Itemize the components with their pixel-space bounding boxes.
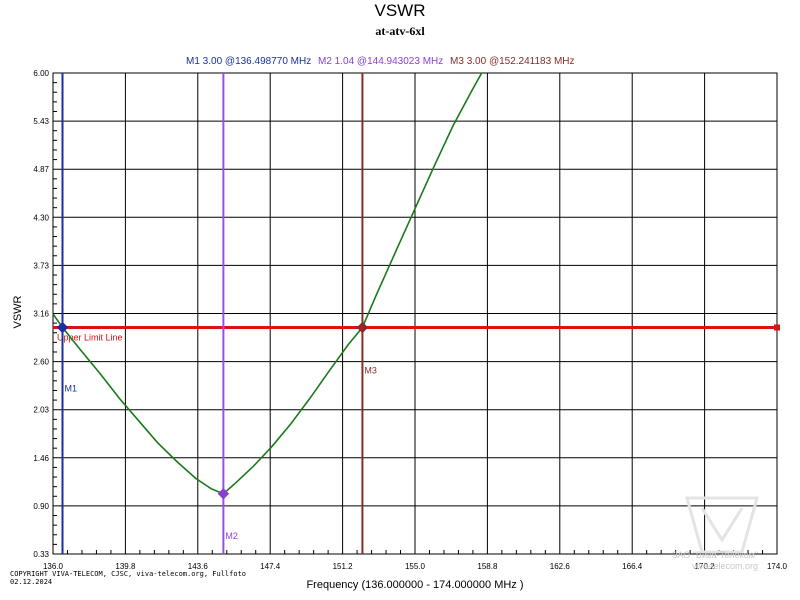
watermark: ЗАО "Вива-Телеком" viva-telecom.org xyxy=(672,550,758,572)
marker-point-m1 xyxy=(56,321,69,334)
x-tick-label: 151.2 xyxy=(333,562,354,571)
marker-point-m3 xyxy=(356,321,369,334)
upper-limit-label: Upper Limit Line xyxy=(57,332,123,342)
watermark-logo-icon xyxy=(685,496,759,554)
y-axis-label: VSWR xyxy=(12,295,24,329)
limit-line-end-marker xyxy=(774,324,780,331)
y-tick-label: 4.87 xyxy=(33,165,49,174)
y-tick-label: 2.03 xyxy=(33,406,49,415)
y-tick-label: 5.43 xyxy=(33,117,49,126)
vswr-series-line xyxy=(52,72,483,495)
marker-readouts: M1 3.00 @136.498770 MHz M2 1.04 @144.943… xyxy=(186,56,579,67)
x-tick-label: 166.4 xyxy=(622,562,643,571)
x-tick-label: 143.6 xyxy=(188,562,209,571)
series-group xyxy=(52,72,483,495)
marker-label-m3: M3 xyxy=(364,365,377,375)
marker-readout-m2: M2 1.04 @144.943023 MHz xyxy=(318,56,444,67)
x-tick-label: 170.2 xyxy=(695,562,716,571)
x-tick-label: 174.0 xyxy=(767,562,788,571)
plot-area-border xyxy=(52,72,778,555)
x-tick-label: 158.8 xyxy=(477,562,498,571)
grid xyxy=(53,73,777,554)
x-tick-label: 162.6 xyxy=(550,562,571,571)
watermark-company: ЗАО "Вива-Телеком" xyxy=(672,550,759,560)
marker-points: M1 M2 M3 xyxy=(56,321,377,541)
y-tick-label: 4.30 xyxy=(33,213,49,222)
y-tick-label: 2.60 xyxy=(33,358,49,367)
y-tick-label: 0.90 xyxy=(33,502,49,511)
x-tick-label: 155.0 xyxy=(405,562,426,571)
marker-point-m2 xyxy=(217,488,230,500)
chart-subtitle: at-atv-6xl xyxy=(375,24,425,38)
x-tick-label: 136.0 xyxy=(43,562,64,571)
limit-line-group: Upper Limit Line xyxy=(53,324,780,342)
marker-readout-m3: M3 3.00 @152.241183 MHz xyxy=(450,56,575,67)
copyright-date: 02.12.2024 xyxy=(10,578,53,586)
watermark-site: viva-telecom.org xyxy=(692,561,759,571)
axis-ticks: 136.0 139.8 143.6 147.4 151.2 155.0 158.8 162.6… xyxy=(33,69,787,571)
x-tick-label: 147.4 xyxy=(260,562,281,571)
marker-lines xyxy=(61,73,364,554)
x-tick-label: 139.8 xyxy=(115,562,136,571)
y-tick-label: 3.73 xyxy=(33,261,49,270)
x-axis-label: Frequency (136.000000 - 174.000000 MHz ) xyxy=(306,579,524,591)
chart-title: VSWR xyxy=(374,1,426,20)
marker-label-m1: M1 xyxy=(65,383,78,393)
y-tick-label: 6.00 xyxy=(33,69,49,78)
y-tick-label: 3.16 xyxy=(33,310,49,319)
y-tick-label: 0.33 xyxy=(33,550,49,559)
copyright-line: COPYRIGHT VIVA-TELECOM, CJSC, viva-telec… xyxy=(10,570,247,578)
copyright-note: COPYRIGHT VIVA-TELECOM, CJSC, viva-telec… xyxy=(10,570,246,586)
y-tick-label: 1.46 xyxy=(33,454,49,463)
marker-readout-m1: M1 3.00 @136.498770 MHz xyxy=(186,56,312,67)
marker-label-m2: M2 xyxy=(225,531,238,541)
